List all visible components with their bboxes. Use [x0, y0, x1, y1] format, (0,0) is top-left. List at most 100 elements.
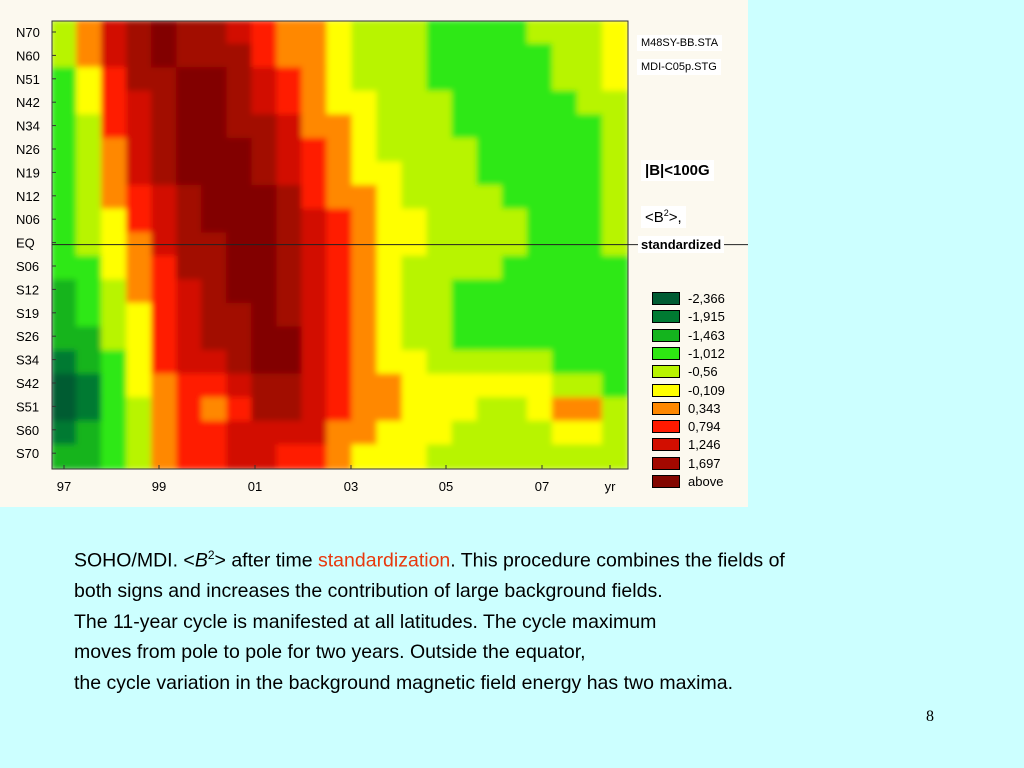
heatmap-cell [401, 185, 429, 211]
heatmap-cell [52, 67, 79, 93]
y-tick-label: N34 [16, 119, 40, 134]
heatmap-cell [176, 302, 204, 329]
heatmap-cell [276, 373, 304, 400]
heatmap-cell [451, 279, 479, 305]
heatmap-cell [151, 67, 179, 93]
heatmap-cell [126, 161, 154, 188]
heatmap-cell [251, 90, 279, 117]
heatmap-cell [151, 350, 179, 376]
heatmap-cell [401, 114, 429, 140]
heatmap-cell [251, 185, 279, 211]
heatmap-cell [251, 420, 279, 447]
heatmap-cell [226, 373, 254, 400]
heatmap-cell [126, 444, 154, 469]
heatmap-cell [501, 350, 529, 376]
heatmap-cell [101, 279, 129, 305]
heatmap-cell [201, 114, 229, 140]
heatmap-cell [76, 279, 104, 305]
heatmap-cell [476, 90, 504, 117]
heatmap-cell [226, 114, 254, 140]
heatmap-cell [476, 397, 504, 423]
heatmap-cell [576, 444, 604, 469]
heatmap-cell [301, 21, 329, 46]
heatmap-cell [176, 420, 204, 447]
heatmap-cell [176, 21, 204, 46]
heatmap-cell [551, 114, 579, 140]
heatmap-cell [176, 43, 204, 70]
heatmap-cell [376, 302, 404, 329]
heatmap-cell [226, 21, 254, 46]
heatmap-cell [551, 208, 579, 235]
caption-line-4: moves from pole to pole for two years. O… [74, 641, 586, 663]
quantity-label: <B2>, [641, 206, 686, 228]
heatmap-cell [501, 397, 529, 423]
heatmap-cell [601, 302, 628, 329]
heatmap-cell [426, 420, 454, 447]
heatmap-cell [551, 255, 579, 282]
heatmap-cell [401, 279, 429, 305]
heatmap-cell [501, 420, 529, 447]
heatmap-cell [576, 21, 604, 46]
heatmap-cell [76, 161, 104, 188]
heatmap-cell [52, 373, 79, 400]
heatmap-cell [401, 90, 429, 117]
heatmap-cell [276, 397, 304, 423]
caption-suffix: . This procedure combines the fields of [450, 549, 785, 572]
heatmap-cell [576, 90, 604, 117]
heatmap-cell [451, 350, 479, 376]
heatmap-cell [101, 21, 129, 46]
heatmap-cell [526, 350, 554, 376]
heatmap-cell [52, 397, 79, 423]
heatmap-cell [351, 373, 379, 400]
legend-label: 1,246 [688, 437, 721, 453]
heatmap-cell [351, 90, 379, 117]
heatmap-cell [101, 373, 129, 400]
heatmap-cell [101, 350, 129, 376]
legend-entry: above [652, 474, 723, 489]
heatmap-cell [351, 114, 379, 140]
y-tick-label: S42 [16, 376, 39, 391]
heatmap-cell [401, 326, 429, 353]
heatmap-cell [151, 114, 179, 140]
y-tick-label: N12 [16, 189, 40, 204]
heatmap-cell [226, 185, 254, 211]
heatmap-cell [251, 279, 279, 305]
dataset-tag-2: MDI-C05p.STG [637, 59, 721, 75]
legend-swatch [652, 365, 680, 379]
heatmap-cell [101, 326, 129, 353]
heatmap-cell [576, 279, 604, 305]
caption-line-5: the cycle variation in the background ma… [74, 671, 734, 694]
legend-label: 1,697 [688, 455, 721, 471]
heatmap-cell [301, 114, 329, 140]
heatmap-cell [151, 444, 179, 469]
heatmap-cell [251, 326, 279, 353]
heatmap-cell [52, 420, 79, 447]
heatmap-cell [151, 21, 179, 46]
heatmap-cell [276, 67, 304, 93]
heatmap-cell [451, 420, 479, 447]
heatmap-cell [426, 326, 454, 353]
heatmap-cell [151, 208, 179, 235]
heatmap-cell [101, 90, 129, 117]
heatmap-cell [376, 420, 404, 447]
heatmap-cell [226, 43, 254, 70]
heatmap-cell [226, 397, 254, 423]
x-tick-label: 07 [535, 479, 549, 494]
heatmap-cell [176, 279, 204, 305]
y-tick-label: N42 [16, 95, 40, 110]
heatmap-cell [326, 90, 354, 117]
heatmap-cell [501, 444, 529, 469]
heatmap-cell [326, 279, 354, 305]
heatmap-cell [226, 67, 254, 93]
legend-entry: -1,915 [652, 309, 725, 324]
heatmap-cell [251, 161, 279, 188]
heatmap-cell [526, 279, 554, 305]
heatmap-cell [276, 43, 304, 70]
legend-swatch [652, 328, 680, 342]
heatmap-cell [276, 161, 304, 188]
heatmap-cell [101, 43, 129, 70]
legend-entry: 1,697 [652, 456, 721, 471]
heatmap-cell [101, 255, 129, 282]
heatmap-cell [301, 397, 329, 423]
heatmap-cell [401, 161, 429, 188]
